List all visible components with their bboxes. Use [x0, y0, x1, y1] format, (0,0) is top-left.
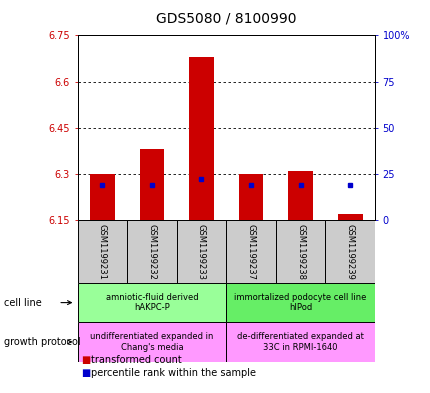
Bar [226, 322, 374, 362]
Bar [275, 220, 325, 283]
Text: GSM1199231: GSM1199231 [98, 224, 107, 279]
Text: GSM1199233: GSM1199233 [197, 224, 206, 279]
Bar [139, 149, 164, 220]
Text: undifferentiated expanded in
Chang's media: undifferentiated expanded in Chang's med… [90, 332, 213, 352]
Text: percentile rank within the sample: percentile rank within the sample [90, 368, 255, 378]
Text: GSM1199237: GSM1199237 [246, 224, 255, 279]
Text: amniotic-fluid derived
hAKPC-P: amniotic-fluid derived hAKPC-P [105, 293, 198, 312]
Bar [90, 174, 114, 220]
Text: de-differentiated expanded at
33C in RPMI-1640: de-differentiated expanded at 33C in RPM… [237, 332, 363, 352]
Text: growth protocol: growth protocol [4, 337, 81, 347]
Text: ■: ■ [81, 368, 90, 378]
Bar [337, 214, 362, 220]
Bar [288, 171, 312, 220]
Bar [226, 220, 275, 283]
Text: immortalized podocyte cell line
hIPod: immortalized podocyte cell line hIPod [234, 293, 366, 312]
Bar [238, 174, 263, 220]
Bar [127, 220, 176, 283]
Bar [176, 220, 226, 283]
Bar [77, 283, 226, 322]
Bar [77, 322, 226, 362]
Text: GSM1199232: GSM1199232 [147, 224, 156, 279]
Bar [226, 283, 374, 322]
Bar [77, 220, 127, 283]
Text: cell line: cell line [4, 298, 42, 308]
Text: transformed count: transformed count [90, 354, 181, 365]
Text: GSM1199239: GSM1199239 [345, 224, 354, 279]
Text: GDS5080 / 8100990: GDS5080 / 8100990 [156, 12, 296, 26]
Bar [325, 220, 374, 283]
Text: GSM1199238: GSM1199238 [295, 224, 304, 279]
Text: ■: ■ [81, 354, 90, 365]
Bar [189, 57, 213, 220]
